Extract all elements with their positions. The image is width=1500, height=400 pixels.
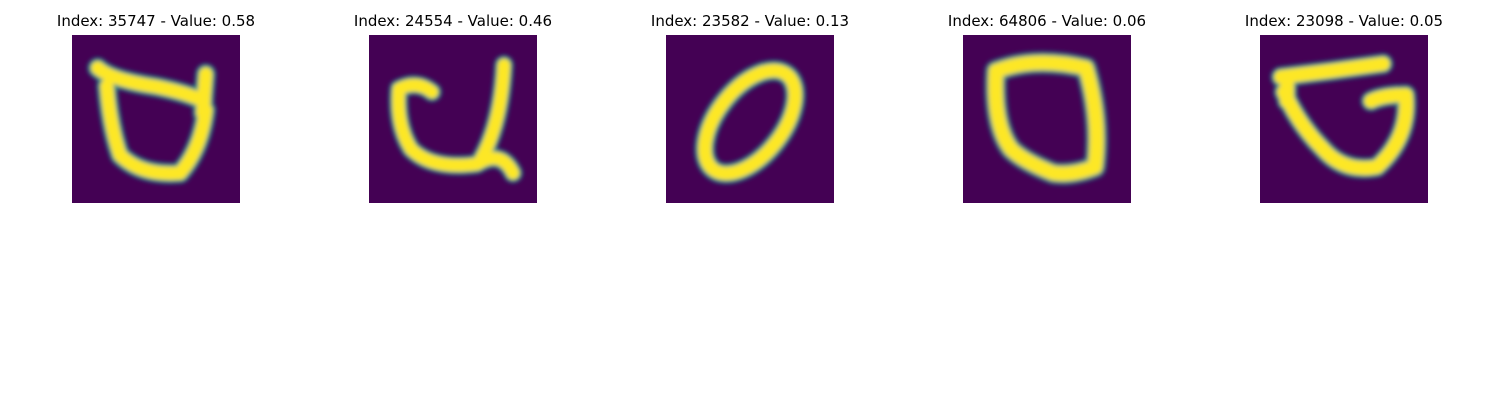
digit-image <box>1260 35 1428 203</box>
panel-1: Index: 35747 - Value: 0.58 <box>36 10 276 205</box>
digit-image <box>666 35 834 203</box>
panel-title: Index: 64806 - Value: 0.06 <box>927 10 1167 32</box>
panel-2: Index: 24554 - Value: 0.46 <box>333 10 573 205</box>
panel-title: Index: 23582 - Value: 0.13 <box>630 10 870 32</box>
digit-image <box>72 35 240 203</box>
panel-title: Index: 24554 - Value: 0.46 <box>333 10 573 32</box>
panel-title: Index: 23098 - Value: 0.05 <box>1224 10 1464 32</box>
digit-image <box>963 35 1131 203</box>
digit-image <box>369 35 537 203</box>
panel-4: Index: 64806 - Value: 0.06 <box>927 10 1167 205</box>
panel-title: Index: 35747 - Value: 0.58 <box>36 10 276 32</box>
panel-3: Index: 23582 - Value: 0.13 <box>630 10 870 205</box>
panel-5: Index: 23098 - Value: 0.05 <box>1224 10 1464 205</box>
